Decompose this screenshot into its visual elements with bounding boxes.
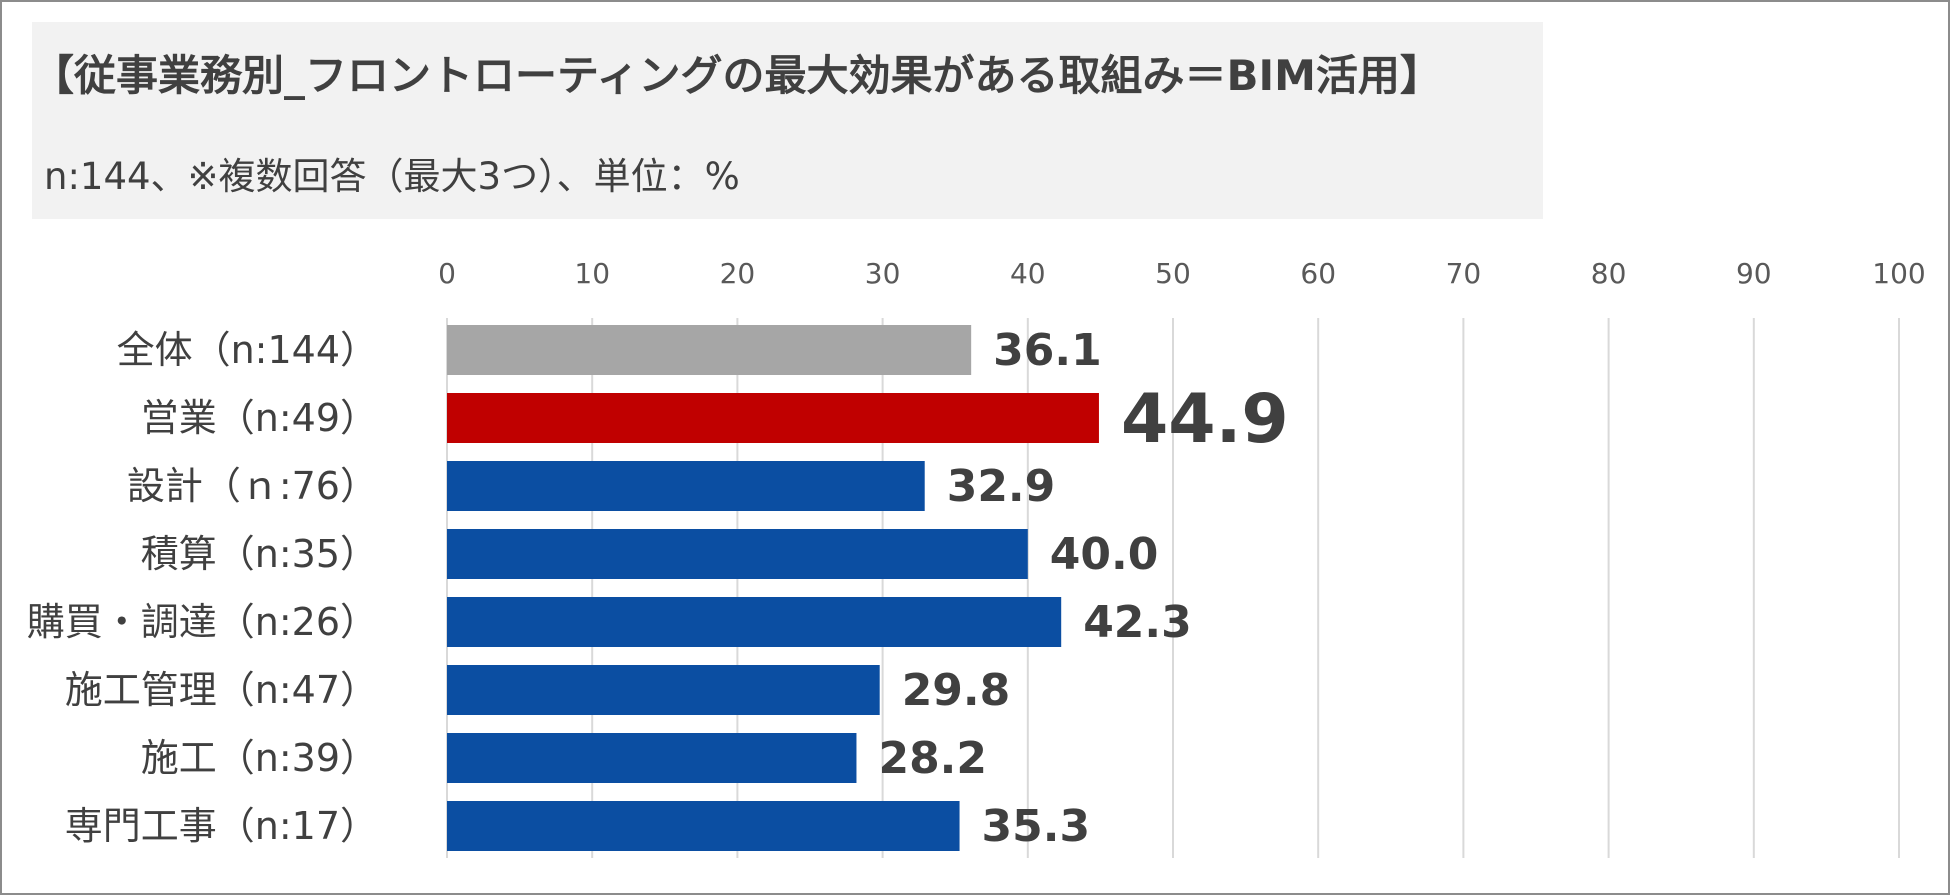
chart-subtitle: n:144、※複数回答（最大3つ）、単位：%	[44, 155, 740, 198]
category-label: 設計（ｎ:76）	[127, 464, 378, 508]
value-label: 35.3	[982, 801, 1091, 852]
value-label: 44.9	[1121, 380, 1289, 459]
title-box	[32, 22, 1543, 219]
category-labels: 全体（n:144） 営業（n:49） 設計（ｎ:76） 積算（n:35） 購買・調達（n…	[27, 328, 378, 848]
category-label: 購買・調達（n:26）	[27, 600, 378, 644]
value-labels: 36.1 44.9 32.9 40.0 42.3 29.8 28.2 35.3	[878, 325, 1288, 852]
x-tick-label: 10	[574, 257, 610, 290]
x-tick-label: 70	[1446, 257, 1482, 290]
bar-5	[447, 665, 880, 715]
value-label: 42.3	[1083, 597, 1192, 648]
x-tick-label: 0	[438, 257, 456, 290]
category-label: 施工管理（n:47）	[65, 668, 378, 712]
x-tick-label: 50	[1155, 257, 1191, 290]
bar-0	[447, 325, 972, 375]
category-label: 積算（n:35）	[141, 532, 378, 576]
category-label: 施工（n:39）	[141, 736, 378, 780]
x-tick-label: 90	[1736, 257, 1772, 290]
category-label: 専門工事（n:17）	[65, 804, 378, 848]
x-tick-label: 30	[865, 257, 901, 290]
bar-7	[447, 801, 960, 851]
bar-6	[447, 733, 857, 783]
value-label: 32.9	[947, 461, 1056, 512]
x-tick-label: 100	[1872, 257, 1925, 290]
x-axis-ticks: 0 10 20 30 40 50 60 70 80 90 100	[438, 257, 1926, 290]
value-label: 40.0	[1050, 529, 1159, 580]
x-tick-label: 20	[720, 257, 756, 290]
value-label: 29.8	[902, 665, 1011, 716]
category-label: 全体（n:144）	[117, 328, 378, 372]
chart-title: 【従事業務別_フロントローティングの最大効果がある取組み＝BIM活用】	[32, 51, 1442, 100]
x-tick-label: 40	[1010, 257, 1046, 290]
bar-4	[447, 597, 1062, 647]
value-label: 28.2	[878, 733, 987, 784]
category-label: 営業（n:49）	[141, 396, 378, 440]
bar-2	[447, 461, 925, 511]
bar-3	[447, 529, 1028, 579]
x-tick-label: 80	[1591, 257, 1627, 290]
bar-1	[447, 393, 1099, 443]
x-tick-label: 60	[1300, 257, 1336, 290]
bars	[447, 325, 1099, 851]
value-label: 36.1	[993, 325, 1102, 376]
